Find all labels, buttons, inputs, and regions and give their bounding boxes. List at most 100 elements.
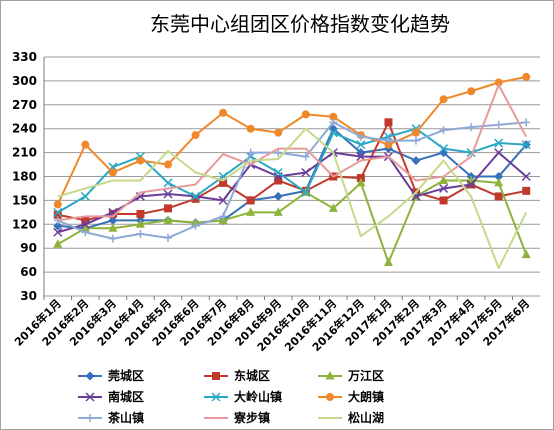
data-point (163, 215, 173, 224)
data-point (412, 128, 420, 137)
data-point (467, 123, 476, 132)
data-point (53, 221, 63, 231)
legend-marker (211, 392, 221, 402)
data-point (191, 221, 200, 230)
series-line (56, 75, 527, 205)
data-point (411, 156, 421, 166)
series-line (57, 127, 527, 230)
legend-marker (212, 372, 220, 380)
data-point (274, 176, 283, 185)
legend-label: 大岭山镇 (234, 389, 282, 404)
data-point (521, 140, 531, 150)
chart-title: 东莞中心组团区价格指数变化趋势 (150, 12, 450, 36)
data-point (136, 209, 145, 218)
data-point (356, 132, 365, 141)
y-tick-label: 210 (12, 146, 37, 160)
data-point (494, 138, 504, 148)
data-point (494, 172, 504, 181)
data-point (273, 207, 283, 216)
data-point (164, 160, 172, 169)
legend-marker (85, 371, 95, 381)
data-point (439, 95, 448, 104)
legend-item: 松山湖 (318, 410, 384, 425)
data-point (246, 196, 255, 205)
data-point (163, 189, 173, 199)
series-line (57, 121, 527, 240)
legend-item: 南城区 (78, 389, 144, 404)
data-point (439, 196, 448, 205)
data-point (108, 234, 117, 243)
y-tick-label: 90 (20, 241, 37, 255)
legend-label: 莞城区 (108, 368, 144, 383)
y-tick-label: 180 (12, 170, 37, 184)
data-point (494, 148, 504, 158)
legend-label: 南城区 (108, 389, 144, 404)
data-point (191, 131, 200, 140)
legend-item: 莞城区 (78, 368, 144, 383)
legend-marker (326, 393, 334, 401)
series-6 (53, 72, 531, 209)
data-point (383, 257, 393, 267)
y-axis-ticks: 30 60 90 120 150 180 210 240 270 300 330 (12, 50, 37, 303)
data-point (494, 192, 503, 201)
data-point (494, 78, 503, 87)
legend-label: 茶山镇 (107, 410, 144, 425)
series-lines (53, 72, 531, 270)
series-9 (57, 127, 528, 270)
data-point (136, 229, 145, 238)
data-point (53, 210, 62, 219)
data-point (412, 136, 420, 145)
legend-label: 寮步镇 (233, 410, 270, 425)
data-point (81, 216, 90, 225)
legend-label: 大朗镇 (348, 389, 384, 404)
data-point (81, 140, 90, 149)
data-point (328, 128, 338, 138)
y-tick-label: 60 (20, 265, 37, 279)
data-point (246, 148, 255, 157)
y-tick-label: 120 (12, 217, 37, 231)
data-point (521, 171, 531, 182)
data-point (108, 209, 117, 218)
data-point (80, 191, 90, 201)
data-point (108, 168, 117, 177)
data-point (273, 191, 283, 201)
series-line (57, 151, 527, 234)
data-point (328, 203, 338, 212)
series-line (57, 83, 528, 222)
series-8 (57, 83, 528, 222)
data-point (136, 156, 145, 165)
data-point (53, 227, 63, 237)
data-point (522, 118, 531, 127)
legend-label: 松山湖 (348, 410, 384, 425)
legend-item: 大岭山镇 (204, 389, 282, 404)
data-point (301, 152, 310, 161)
data-point (494, 120, 503, 129)
y-tick-label: 270 (12, 98, 37, 112)
data-point (301, 187, 311, 197)
x-axis-ticks: 2016年1月2016年2月2016年3月2016年4月2016年5月2016年… (11, 296, 532, 354)
legend-item: 茶山镇 (78, 410, 144, 425)
data-point (246, 124, 255, 133)
data-point (219, 212, 228, 221)
data-point (521, 249, 531, 259)
y-tick-label: 330 (12, 50, 37, 64)
data-point (384, 118, 393, 127)
legend-label: 东城区 (234, 368, 270, 383)
data-point (494, 177, 504, 187)
legend-marker (85, 392, 95, 402)
data-point (356, 140, 366, 150)
data-point (164, 233, 172, 242)
legend-item: 大朗镇 (318, 389, 384, 404)
data-point (301, 167, 311, 178)
series-5 (53, 124, 531, 217)
data-point (274, 148, 283, 157)
data-point (439, 175, 449, 184)
data-point (219, 178, 228, 187)
legend-item: 东城区 (204, 368, 270, 383)
data-point (273, 167, 283, 178)
legend-marker (325, 371, 335, 380)
series-line (57, 127, 528, 270)
series-2 (53, 118, 531, 225)
series-line (57, 179, 528, 264)
